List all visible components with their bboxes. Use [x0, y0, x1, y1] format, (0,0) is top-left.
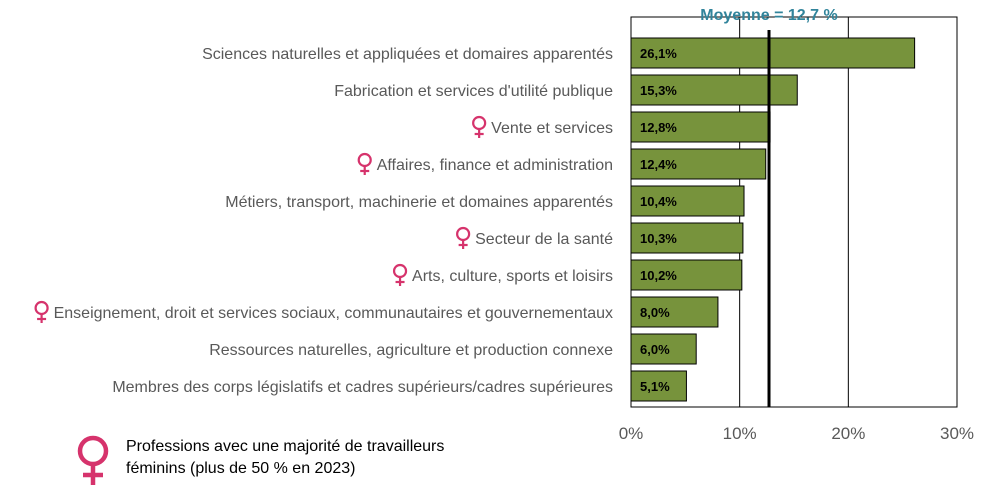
- value-label: 6,0%: [640, 342, 670, 357]
- category-label: Métiers, transport, machinerie et domain…: [225, 194, 613, 211]
- value-label: 5,1%: [640, 379, 670, 394]
- x-tick-label: 0%: [619, 424, 644, 443]
- category-label: Ressources naturelles, agriculture et pr…: [209, 342, 613, 359]
- category-label: Vente et services: [491, 120, 613, 137]
- value-label: 10,4%: [640, 194, 677, 209]
- value-label: 15,3%: [640, 83, 677, 98]
- bar: [630, 148, 767, 180]
- legend-female-symbol-icon: [77, 435, 109, 485]
- value-label: 10,2%: [640, 268, 677, 283]
- category-label: Membres des corps législatifs et cadres …: [112, 379, 613, 396]
- bar: [630, 185, 745, 217]
- female-symbol-icon: [34, 300, 49, 323]
- category-label: Fabrication et services d'utilité publiq…: [334, 83, 613, 100]
- category-label: Enseignement, droit et services sociaux,…: [54, 305, 613, 322]
- female-symbol-icon: [357, 152, 372, 175]
- x-tick-label: 20%: [831, 424, 865, 443]
- value-label: 8,0%: [640, 305, 670, 320]
- category-label: Sciences naturelles et appliquées et dom…: [202, 46, 613, 63]
- bar: [630, 37, 916, 69]
- mean-label: Moyenne = 12,7 %: [700, 7, 837, 24]
- value-label: 10,3%: [640, 231, 677, 246]
- value-label: 12,8%: [640, 120, 677, 135]
- value-label: 12,4%: [640, 157, 677, 172]
- x-tick-label: 30%: [940, 424, 974, 443]
- bar: [630, 222, 744, 254]
- female-symbol-icon: [456, 226, 471, 249]
- category-label: Arts, culture, sports et loisirs: [412, 268, 613, 285]
- category-label: Secteur de la santé: [475, 231, 613, 248]
- female-symbol-icon: [472, 115, 487, 138]
- bar: [630, 370, 687, 402]
- bar: [630, 333, 697, 365]
- x-tick-label: 10%: [723, 424, 757, 443]
- bar: [630, 259, 743, 291]
- legend-text: Professions avec une majorité de travail…: [126, 438, 445, 477]
- category-label: Affaires, finance et administration: [377, 157, 613, 174]
- bar: [630, 296, 719, 328]
- value-label: 26,1%: [640, 46, 677, 61]
- female-symbol-icon: [392, 263, 408, 286]
